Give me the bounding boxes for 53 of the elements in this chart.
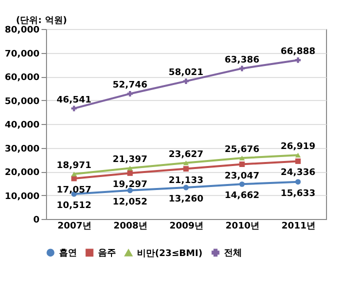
y-tick-label: 30,000: [4, 144, 40, 154]
point: [239, 162, 245, 167]
data-label: 18,971: [56, 160, 92, 171]
legend-label: 전체: [224, 248, 242, 259]
point: [127, 90, 133, 96]
data-label: 24,336: [280, 168, 316, 178]
legend-label: 흡연: [59, 248, 77, 259]
point: [183, 184, 189, 190]
data-label: 19,297: [112, 180, 148, 190]
data-label: 17,057: [56, 185, 92, 196]
x-tick-label: 2009년: [169, 222, 204, 232]
y-tick-label: 60,000: [4, 73, 40, 83]
data-label: 58,021: [168, 68, 204, 78]
point: [183, 160, 189, 166]
data-label: 12,052: [112, 197, 148, 208]
data-label: 26,919: [280, 142, 316, 152]
data-label: 10,512: [56, 201, 92, 212]
x-tick-label: 2011년: [281, 222, 316, 232]
y-tick-label: 40,000: [4, 120, 40, 130]
data-label: 66,888: [280, 47, 316, 58]
y-tick-label: 70,000: [4, 49, 40, 60]
y-tick-label: 10,000: [4, 192, 40, 202]
point: [239, 181, 245, 187]
x-tick-label: 2008년: [113, 222, 148, 232]
y-tick-label: 20,000: [4, 168, 40, 178]
point: [183, 166, 189, 172]
data-label: 23,627: [168, 150, 204, 160]
point: [295, 179, 301, 185]
data-label: 21,133: [168, 176, 204, 186]
legend-label: 비만(23≤BMI): [137, 248, 202, 259]
point: [239, 156, 245, 160]
data-label: 52,746: [112, 80, 148, 91]
data-label: 21,397: [112, 155, 148, 166]
data-label: 63,386: [224, 55, 260, 66]
data-label: 13,260: [168, 194, 204, 205]
data-label: 14,662: [224, 191, 260, 202]
x-tick-label: 2007년: [57, 222, 92, 232]
data-label: 46,541: [56, 95, 92, 106]
y-tick-label: 0: [33, 216, 40, 226]
y-tick-label: 50,000: [4, 96, 40, 107]
data-label: 15,633: [280, 188, 316, 199]
data-label: 25,676: [224, 145, 260, 156]
point: [295, 152, 301, 158]
text: (단위: 억원): [16, 16, 67, 26]
point: [127, 170, 133, 176]
legend-label: 음주: [98, 248, 116, 259]
point: [295, 158, 301, 164]
data-label: 23,047: [224, 171, 260, 182]
x-tick-label: 2010년: [225, 222, 260, 232]
point: [127, 166, 133, 171]
y-tick-label: 80,000: [4, 26, 40, 36]
point: [71, 172, 77, 176]
point: [183, 78, 189, 84]
